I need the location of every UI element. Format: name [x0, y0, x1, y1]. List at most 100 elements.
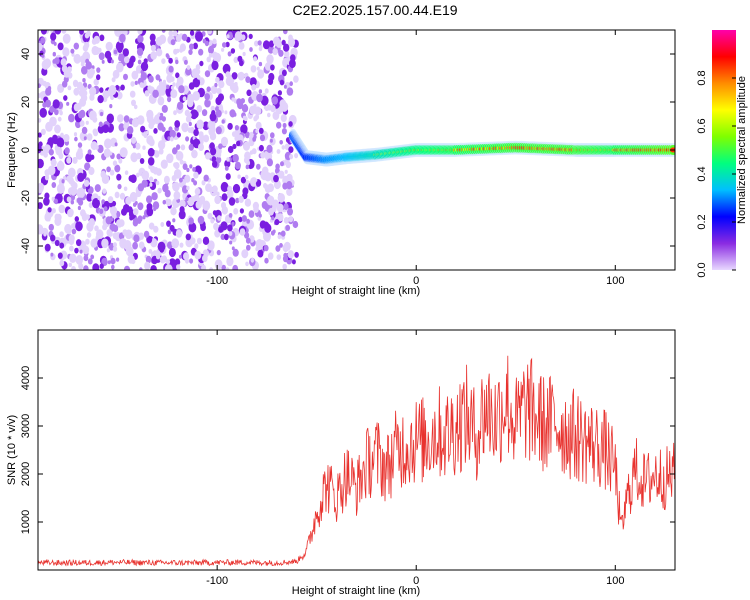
heatmap-cell — [59, 242, 65, 249]
heatmap-cell — [106, 166, 111, 173]
heatmap-cell — [210, 218, 215, 224]
heatmap-cell — [286, 173, 293, 183]
heatmap-cell — [107, 260, 111, 265]
heatmap-cell — [76, 197, 82, 204]
heatmap-cell — [170, 207, 177, 216]
heatmap-cell — [282, 263, 288, 270]
heatmap-cell — [102, 223, 108, 231]
heatmap-cell — [81, 213, 88, 222]
heatmap-cell — [150, 265, 157, 270]
heatmap-cell — [52, 51, 56, 57]
heatmap-cell — [260, 170, 269, 181]
heatmap-cell — [80, 61, 85, 67]
heatmap-cell — [83, 255, 89, 262]
heatmap-cell — [249, 105, 257, 115]
heatmap-cell — [233, 56, 239, 64]
heatmap-cell — [229, 240, 233, 245]
heatmap-cell — [264, 88, 269, 94]
heatmap-cell — [244, 174, 249, 180]
heatmap-cell — [167, 229, 172, 235]
heatmap-cell — [64, 147, 70, 155]
heatmap-cell — [251, 148, 257, 155]
heatmap-cell — [112, 160, 118, 166]
heatmap-cell — [85, 238, 90, 245]
heatmap-cell — [188, 121, 192, 127]
x-tick-label: 0 — [413, 275, 419, 287]
heatmap-cell — [172, 82, 176, 87]
heatmap-cell — [110, 59, 114, 64]
heatmap-cell — [279, 79, 285, 86]
heatmap-cell — [176, 76, 184, 86]
heatmap-cell — [294, 153, 299, 159]
heatmap-cell — [81, 66, 88, 75]
heatmap-cell — [197, 215, 205, 225]
heatmap-cell — [270, 64, 275, 71]
heatmap-cell — [198, 48, 204, 56]
heatmap-cell — [166, 220, 171, 227]
heatmap-cell — [85, 58, 90, 64]
heatmap-cell — [231, 72, 238, 80]
heatmap-cell — [175, 34, 182, 42]
heatmap-cell — [275, 245, 281, 252]
heatmap-cell — [107, 196, 114, 204]
heatmap-cell — [234, 125, 239, 131]
heatmap-cell — [139, 158, 145, 164]
heatmap-cell — [38, 224, 44, 235]
heatmap-cell — [96, 229, 104, 239]
heatmap-cell — [186, 65, 191, 70]
heatmap-cell — [86, 222, 94, 232]
heatmap-cell — [44, 169, 50, 177]
heatmap-cell — [161, 104, 168, 113]
heatmap-cell — [158, 34, 167, 44]
heatmap-cell — [281, 69, 287, 77]
heatmap-cell — [169, 129, 176, 139]
heatmap-cell — [68, 262, 73, 268]
heatmap-cell — [191, 149, 198, 159]
heatmap-cell — [175, 72, 180, 79]
heatmap-cell — [283, 241, 291, 251]
heatmap-cell — [272, 111, 280, 120]
heatmap-cell — [72, 156, 78, 164]
heatmap-cell — [207, 212, 213, 220]
heatmap-cell — [106, 248, 110, 253]
heatmap-cell — [208, 119, 216, 130]
heatmap-cell — [55, 146, 63, 156]
heatmap-cell — [226, 34, 230, 39]
heatmap-cell — [173, 110, 177, 116]
heatmap-cell — [84, 32, 90, 39]
heatmap-cell — [192, 167, 196, 172]
heatmap-cell — [103, 148, 111, 158]
heatmap-cell — [61, 179, 65, 184]
heatmap-cell — [54, 217, 62, 226]
heatmap-cell — [242, 115, 247, 121]
heatmap-cell — [241, 249, 249, 259]
heatmap-cell — [242, 187, 249, 196]
heatmap-cell — [227, 51, 232, 57]
heatmap-cell — [63, 76, 69, 83]
heatmap-cell — [199, 134, 205, 141]
heatmap-cell — [124, 170, 129, 175]
heatmap-cell — [255, 180, 261, 187]
heatmap-cell — [185, 67, 192, 76]
heatmap-cell — [54, 30, 62, 35]
heatmap-cell — [232, 183, 241, 194]
heatmap-cell — [112, 232, 119, 240]
heatmap-cell — [208, 126, 216, 136]
heatmap-cell — [108, 230, 113, 237]
heatmap-cell — [240, 124, 248, 134]
heatmap-cell — [98, 52, 105, 61]
heatmap-cell — [159, 255, 166, 264]
heatmap-cell — [269, 138, 273, 143]
heatmap-cell — [109, 104, 113, 109]
heatmap-cell — [215, 126, 222, 135]
heatmap-cell — [179, 206, 185, 213]
heatmap-cell — [248, 210, 255, 218]
heatmap-cell — [204, 70, 211, 78]
heatmap-cell — [82, 245, 90, 255]
heatmap-cell — [202, 236, 210, 245]
heatmap-cell — [155, 48, 163, 57]
heatmap-cell — [264, 257, 269, 264]
colorbar-tick-label: 0.2 — [696, 214, 708, 229]
heatmap-cell — [131, 99, 136, 107]
